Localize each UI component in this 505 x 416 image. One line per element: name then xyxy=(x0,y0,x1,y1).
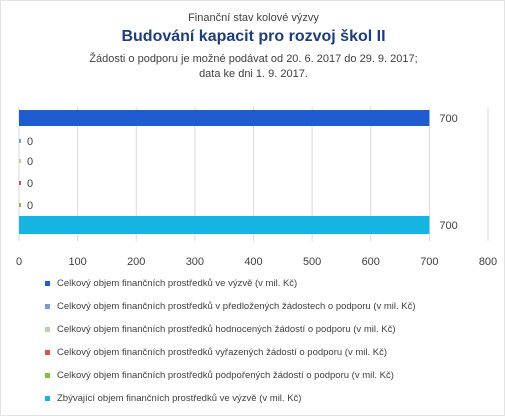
legend-label: Celkový objem finančních prostředků podp… xyxy=(57,369,394,381)
x-tick-label: 500 xyxy=(303,256,321,268)
chart-subtitle-line2: data ke dni 1. 9. 2017. xyxy=(199,68,308,80)
legend-label: Celkový objem finančních prostředků ve v… xyxy=(57,277,298,289)
x-tick-label: 200 xyxy=(127,256,145,268)
data-label: 0 xyxy=(27,156,33,168)
x-tick-label: 800 xyxy=(479,256,497,268)
legend-swatch xyxy=(45,280,50,286)
bar xyxy=(19,159,21,163)
bar xyxy=(19,139,21,143)
data-label: 700 xyxy=(439,220,457,232)
data-label: 700 xyxy=(439,113,457,125)
data-label: 0 xyxy=(27,200,33,212)
plot-area: 0 100 200 300 400 500 600 700 800 700 0 0 0 0 700 xyxy=(16,107,497,268)
x-tick-label: 0 xyxy=(16,256,22,268)
legend-swatch xyxy=(45,395,50,401)
x-tick-label: 700 xyxy=(420,256,438,268)
legend-label: Celkový objem finančních prostředků hodn… xyxy=(57,323,396,335)
legend-swatch xyxy=(45,349,50,355)
chart-title: Budování kapacit pro rozvoj škol II xyxy=(121,28,386,45)
bar xyxy=(19,216,430,234)
chart-supratitle: Finanční stav kolové výzvy xyxy=(188,12,319,24)
x-tick-label: 600 xyxy=(362,256,380,268)
bar xyxy=(19,110,430,126)
legend-label: Zbývající objem finančních prostředků ve… xyxy=(57,392,302,404)
legend-swatch xyxy=(45,372,50,378)
x-tick-label: 300 xyxy=(186,256,204,268)
legend-item: Celkový objem finančních prostředků ve v… xyxy=(45,276,297,290)
legend-item: Zbývající objem finančních prostředků ve… xyxy=(45,391,301,405)
chart-subtitle-line1: Žádosti o podporu je možné podávat od 20… xyxy=(89,53,418,65)
x-tick-label: 400 xyxy=(244,256,262,268)
legend-item: Celkový objem finančních prostředků podp… xyxy=(45,368,394,382)
legend-item: Celkový objem finančních prostředků hodn… xyxy=(45,322,395,336)
x-tick-label: 100 xyxy=(68,256,86,268)
data-label: 0 xyxy=(27,136,33,148)
legend-label: Celkový objem finančních prostředků vyřa… xyxy=(57,346,388,358)
legend-swatch xyxy=(45,303,50,309)
bar xyxy=(19,203,21,207)
bar xyxy=(19,181,21,185)
data-label: 0 xyxy=(27,178,33,190)
legend-item: Celkový objem finančních prostředků v př… xyxy=(45,299,416,313)
legend-swatch xyxy=(45,326,50,332)
legend-item: Celkový objem finančních prostředků vyřa… xyxy=(45,345,387,359)
legend-label: Celkový objem finančních prostředků v př… xyxy=(57,300,416,312)
